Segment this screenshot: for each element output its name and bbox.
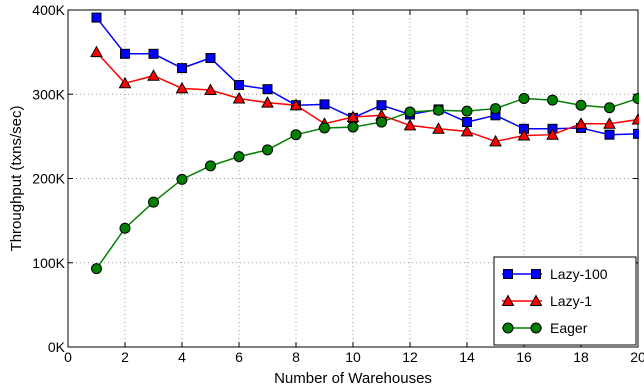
data-point-lazy-1 <box>603 117 616 129</box>
series-line-lazy-100 <box>95 17 639 136</box>
data-point-eager <box>575 99 587 111</box>
y-axis-title: Throughput (txns/sec) <box>8 106 25 252</box>
data-point-lazy-100 <box>234 79 244 90</box>
data-point-eager <box>632 92 639 104</box>
data-point-eager <box>547 94 558 106</box>
data-point-lazy-1 <box>261 96 274 108</box>
x-tick-label: 2 <box>121 349 129 365</box>
data-point-lazy-100 <box>633 128 639 139</box>
data-point-eager <box>376 116 387 128</box>
data-point-lazy-1 <box>460 124 474 137</box>
data-point-lazy-100 <box>177 63 187 74</box>
y-tick-label: 0K <box>48 339 66 355</box>
data-point-lazy-1 <box>289 98 303 111</box>
legend-marker-lazy-1 <box>501 294 515 306</box>
data-point-lazy-1 <box>517 128 531 141</box>
data-point-eager <box>490 103 501 115</box>
data-point-eager <box>433 104 444 116</box>
data-point-lazy-1 <box>147 69 160 81</box>
data-point-lazy-100 <box>205 53 216 64</box>
data-point-lazy-1 <box>489 134 502 147</box>
data-point-eager <box>176 173 188 185</box>
y-tick-label: 200K <box>32 171 65 187</box>
legend-label-lazy-1: Lazy-1 <box>550 293 592 309</box>
x-tick-label: 6 <box>235 349 243 365</box>
legend-marker-lazy-100 <box>503 269 513 279</box>
data-point-eager <box>347 121 359 133</box>
x-tick-label: 14 <box>459 349 475 365</box>
y-tick-label: 100K <box>32 255 65 271</box>
x-tick-label: 8 <box>292 349 300 365</box>
x-tick-label: 18 <box>573 349 589 365</box>
data-point-lazy-1 <box>574 117 588 129</box>
data-point-lazy-100 <box>319 99 330 110</box>
data-point-lazy-100 <box>262 84 273 95</box>
data-point-eager <box>233 151 245 163</box>
x-tick-label: 4 <box>178 349 186 365</box>
x-axis-title: Number of Warehouses <box>274 370 432 387</box>
data-point-eager <box>518 92 530 104</box>
data-point-eager <box>404 106 416 118</box>
data-point-eager <box>319 122 330 134</box>
y-tick-label: 400K <box>32 2 65 18</box>
x-tick-label: 12 <box>402 349 418 365</box>
legend-label-eager: Eager <box>550 320 588 336</box>
legend-label-lazy-100: Lazy-100 <box>550 266 608 282</box>
data-point-eager <box>262 144 273 156</box>
data-point-eager <box>290 129 302 141</box>
data-point-eager <box>205 160 216 172</box>
legend-marker-eager <box>502 322 514 334</box>
data-point-lazy-1 <box>631 112 639 125</box>
series-lazy-1 <box>90 45 639 147</box>
data-point-eager <box>91 263 102 275</box>
data-point-eager <box>148 196 159 208</box>
legend-marker-eager <box>530 322 542 334</box>
data-point-lazy-1 <box>403 118 417 131</box>
legend-marker-lazy-1 <box>529 294 543 306</box>
data-point-lazy-1 <box>90 45 103 58</box>
data-point-lazy-1 <box>204 83 217 96</box>
legend-marker-lazy-100 <box>531 269 541 279</box>
data-point-lazy-1 <box>232 91 246 104</box>
legend: Lazy-100 Lazy-1 Eager <box>493 256 637 346</box>
data-point-lazy-100 <box>120 48 130 59</box>
x-tick-label: 10 <box>345 349 361 365</box>
data-point-lazy-1 <box>546 128 559 140</box>
series-line-lazy-1 <box>95 51 639 143</box>
series-eager <box>91 92 639 275</box>
data-point-eager <box>119 222 131 234</box>
data-point-lazy-1 <box>346 110 360 122</box>
x-tick-label: 0 <box>64 349 72 365</box>
data-point-lazy-100 <box>148 48 159 59</box>
data-point-lazy-100 <box>604 129 615 140</box>
data-point-lazy-100 <box>91 12 102 23</box>
series-lazy-100 <box>91 12 639 140</box>
data-point-lazy-100 <box>376 100 387 111</box>
y-tick-label: 300K <box>32 86 65 102</box>
data-point-eager <box>604 102 615 114</box>
data-point-lazy-1 <box>118 76 132 89</box>
data-point-lazy-1 <box>432 122 445 134</box>
x-tick-label: 16 <box>516 349 532 365</box>
data-point-lazy-1 <box>175 81 189 94</box>
x-tick-label: 20 <box>630 349 644 365</box>
data-point-eager <box>461 105 473 117</box>
